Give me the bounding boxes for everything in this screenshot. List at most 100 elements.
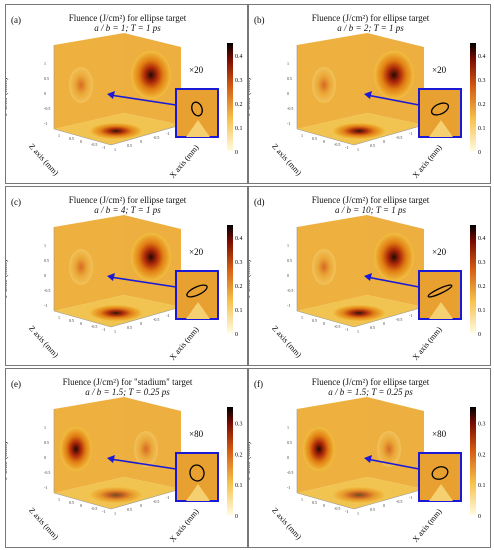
panel-e: 1 1 1 0.5 0.5 0.5 0 0 0 -0.5 -0.5 -0.5 -1 -1 -1 0.3 0.2 0… [5, 368, 248, 548]
tick-label-z: -0.5 [91, 324, 97, 329]
tick-label-x: -1 [409, 495, 412, 500]
tick-label-x: -0.5 [153, 317, 159, 322]
tick-label-z: 0 [80, 321, 82, 326]
zoom-factor: ×20 [189, 65, 204, 75]
hotspot-secondary [134, 431, 158, 467]
axis-line [110, 306, 182, 328]
colorbar-tick: 0.3 [478, 260, 486, 266]
tick-label-y: -1 [287, 303, 290, 308]
plot-area: 1 1 1 0.5 0.5 0.5 0 0 0 -0.5 -0.5 -0.5 -1 -1 -1 0.4 0.3 0… [287, 33, 486, 156]
target-ellipse [427, 284, 453, 298]
tick-label-x: -0.5 [396, 135, 402, 140]
target-ellipse [186, 284, 208, 298]
tick-label-z: -0.5 [334, 324, 340, 329]
tick-label-x: 0.5 [370, 325, 375, 330]
tick-label-z: 0 [80, 139, 82, 144]
colorbar-tick: 0.2 [235, 284, 243, 290]
tick-label-y: 1 [287, 425, 289, 430]
tick-label-z: 0.5 [69, 136, 74, 141]
tick-label-x: 1 [114, 511, 116, 516]
tick-label-z: -1 [102, 327, 105, 332]
hotspot-primary [374, 233, 414, 281]
tick-label-x: -0.5 [396, 317, 402, 322]
colorbar-tick: 0.2 [478, 284, 486, 290]
colorbar-tick: 0.4 [478, 54, 486, 60]
tick-label-y: 0.5 [287, 258, 292, 263]
hotspot-floor [333, 123, 385, 139]
zoom-factor: ×20 [432, 65, 447, 75]
tick-label-y: 0.5 [287, 440, 292, 445]
colorbar [227, 407, 233, 515]
tick-label-x: 0.5 [127, 325, 132, 330]
axis-line [296, 492, 355, 510]
zoom-factor: ×20 [189, 247, 204, 257]
tick-label-z: 1 [301, 133, 303, 138]
y-axis-label: Y axis (mm) [5, 77, 9, 117]
tick-label-y: -0.5 [44, 470, 50, 475]
tick-label-x: 1 [357, 329, 359, 334]
plot-area: 1 1 1 0.5 0.5 0.5 0 0 0 -0.5 -0.5 -0.5 -1 -1 -1 0.3 0.2 0… [287, 397, 486, 520]
tick-label-z: 0 [323, 321, 325, 326]
tick-label-z: 1 [301, 497, 303, 502]
axis-line [353, 488, 425, 510]
colorbar-tick: 0.3 [478, 78, 486, 84]
colorbar-tick: 0.1 [478, 126, 486, 132]
tick-label-y: -1 [287, 121, 290, 126]
tick-label-z: 1 [58, 315, 60, 320]
tick-label-y: 1 [44, 243, 46, 248]
tick-label-y: -1 [44, 303, 47, 308]
tick-label-y: 1 [44, 425, 46, 430]
colorbar [470, 225, 476, 333]
zoom-arrow [366, 276, 420, 288]
colorbar-tick: 0.3 [235, 421, 243, 427]
colorbar-tick: 0 [478, 514, 481, 520]
colorbar-tick: 0.1 [235, 308, 243, 314]
colorbar-tick: 0.1 [478, 483, 486, 489]
tick-label-x: 0 [140, 139, 142, 144]
tick-label-x: 1 [357, 511, 359, 516]
hotspot-secondary [69, 67, 93, 103]
tick-label-y: 1 [287, 243, 289, 248]
tick-label-x: -0.5 [396, 499, 402, 504]
tick-label-z: -1 [102, 509, 105, 514]
plot-area: 1 1 1 0.5 0.5 0.5 0 0 0 -0.5 -0.5 -0.5 -1 -1 -1 0.4 0.3 0… [44, 33, 243, 156]
tick-label-y: 0.5 [44, 258, 49, 263]
tick-label-z: -0.5 [91, 142, 97, 147]
zoom-arrow [109, 276, 177, 288]
target-ellipse [189, 464, 205, 482]
hotspot-primary [374, 51, 414, 99]
tick-label-y: 0 [287, 273, 289, 278]
tick-label-x: 0.5 [370, 507, 375, 512]
y-axis-label: Y axis (mm) [5, 441, 9, 481]
panel-label: (a) [11, 15, 21, 25]
panel-label: (f) [254, 379, 263, 389]
subtitle-line: a / b = 1; T = 1 ps [94, 23, 161, 33]
tick-label-x: -1 [166, 495, 169, 500]
tick-label-y: -0.5 [44, 106, 50, 111]
axis-line [353, 124, 425, 146]
target-ellipse [191, 101, 203, 117]
hotspot-secondary [69, 249, 93, 285]
tick-label-x: 0 [140, 321, 142, 326]
axis-line [353, 306, 425, 328]
axis-line [53, 128, 112, 146]
tick-label-x: 0 [383, 139, 385, 144]
colorbar [470, 407, 476, 515]
title-line: Fluence (J/cm²) for ellipse target [311, 13, 430, 23]
hotspot-floor [333, 305, 385, 321]
tick-label-y: 1 [44, 61, 46, 66]
colorbar-tick: 0.1 [235, 483, 243, 489]
colorbar-tick: 0.1 [478, 308, 486, 314]
hotspot-primary [303, 427, 335, 471]
panel-title: Fluence (J/cm²) for ellipse target a / b … [249, 377, 490, 397]
tick-label-y: -1 [287, 485, 290, 490]
panel-b: 1 1 1 0.5 0.5 0.5 0 0 0 -0.5 -0.5 -0.5 -1 -1 -1 0.4 0.3 0… [248, 4, 491, 184]
panel-label: (b) [254, 15, 265, 25]
tick-label-x: -1 [166, 131, 169, 136]
tick-label-x: -1 [409, 131, 412, 136]
colorbar-tick: 0.4 [235, 236, 243, 242]
panel-title: Fluence (J/cm²) for ellipse target a / b … [6, 13, 247, 33]
hotspot-primary [131, 233, 171, 281]
axis-line [296, 310, 355, 328]
